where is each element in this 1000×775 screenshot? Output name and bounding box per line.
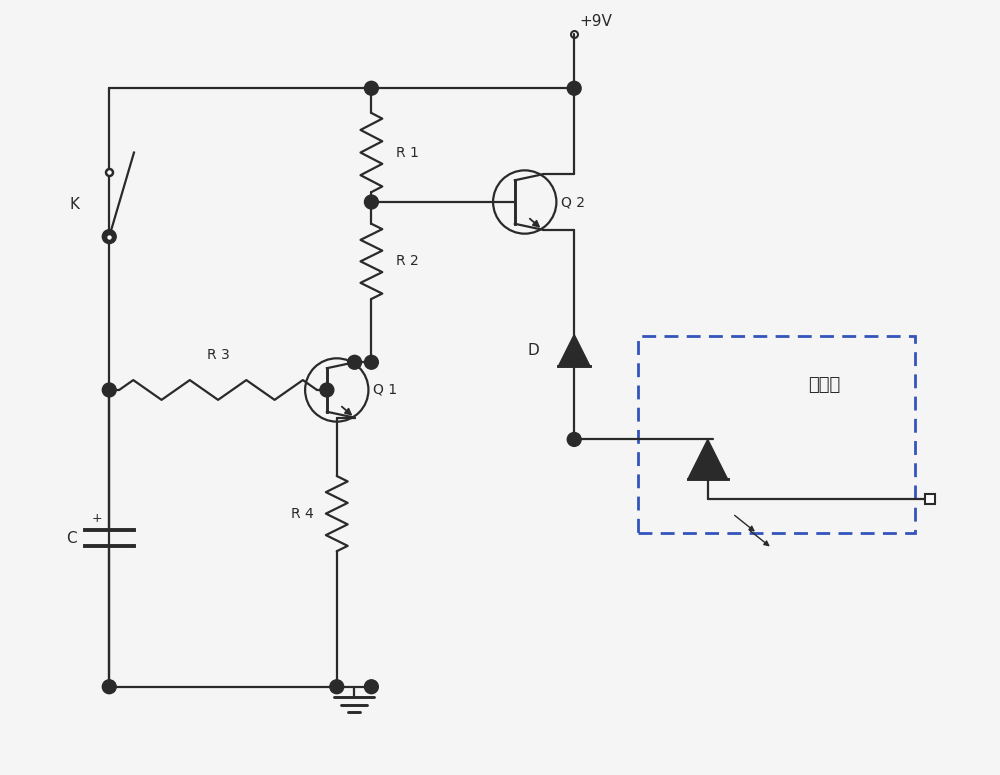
Text: 传感器: 传感器 [808,376,840,394]
Text: +: + [92,512,103,525]
Text: +9V: +9V [579,14,612,29]
Circle shape [102,383,116,397]
Polygon shape [688,439,728,479]
Text: C: C [66,531,77,546]
Circle shape [364,195,378,209]
Circle shape [102,229,116,243]
Text: R 1: R 1 [396,146,419,160]
Text: K: K [70,197,80,212]
Circle shape [320,383,334,397]
Text: R 4: R 4 [291,507,314,521]
Text: R 2: R 2 [396,254,419,268]
Text: Q 1: Q 1 [373,383,398,397]
Circle shape [330,680,344,694]
Circle shape [364,356,378,369]
Circle shape [567,81,581,95]
Circle shape [364,680,378,694]
Text: D: D [528,343,540,358]
Polygon shape [558,335,590,367]
Circle shape [567,432,581,446]
Circle shape [364,81,378,95]
Circle shape [348,356,362,369]
Text: R 3: R 3 [207,348,229,362]
Text: Q 2: Q 2 [561,195,585,209]
Circle shape [102,680,116,694]
